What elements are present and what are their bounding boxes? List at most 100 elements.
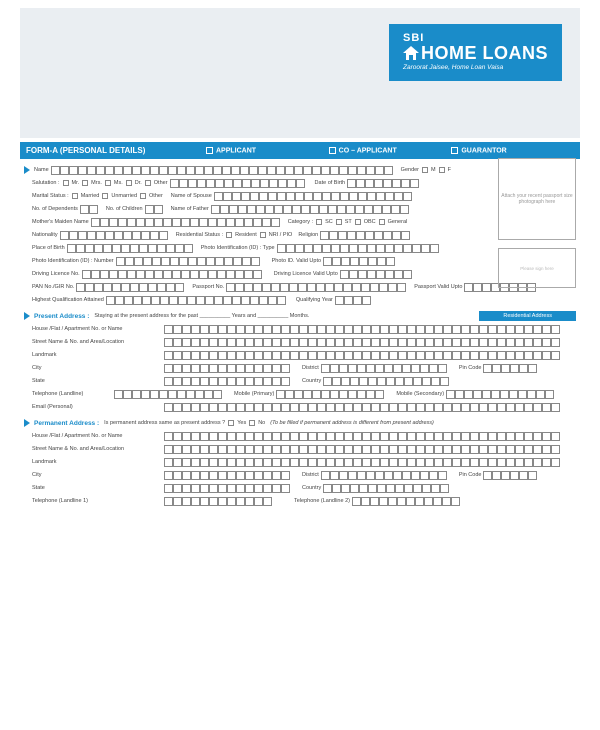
marital-unmarried[interactable] — [102, 193, 108, 199]
religion-label: Religion — [298, 232, 318, 238]
form-content: Name Gender M F Salutation : Mr. Mrs. Ms… — [20, 159, 580, 515]
spouse-label: Name of Spouse — [171, 193, 212, 199]
sal-other-input[interactable] — [170, 179, 305, 188]
photo-id-type-input[interactable] — [277, 244, 439, 253]
pm-city-input[interactable] — [164, 471, 290, 480]
pm-district-label: District — [302, 472, 319, 478]
children-input[interactable] — [145, 205, 163, 214]
qual-label: Highest Qualification Attained — [32, 297, 104, 303]
pan-input[interactable] — [76, 283, 184, 292]
sal-other[interactable] — [145, 180, 151, 186]
gender-label: Gender — [401, 167, 419, 173]
pa-pin-input[interactable] — [483, 364, 537, 373]
res-status-label: Residential Status : — [176, 232, 223, 238]
pa-email-input[interactable] — [164, 403, 560, 412]
pm-street-input[interactable] — [164, 445, 560, 454]
dl-no-label: Driving Licence No. — [32, 271, 80, 277]
pa-district-input[interactable] — [321, 364, 447, 373]
pm-tel1-label: Telephone (Landline 1) — [32, 498, 162, 504]
nationality-input[interactable] — [60, 231, 168, 240]
name-input[interactable] — [51, 166, 393, 175]
pm-landmark-input[interactable] — [164, 458, 560, 467]
pa-landmark-label: Landmark — [32, 352, 162, 358]
sal-mr[interactable] — [63, 180, 69, 186]
dependents-input[interactable] — [80, 205, 98, 214]
photo-id-valid-label: Photo ID. Valid Upto — [272, 258, 321, 264]
nationality-label: Nationality — [32, 232, 58, 238]
pa-tel-input[interactable] — [114, 390, 222, 399]
qual-input[interactable] — [106, 296, 286, 305]
pa-mob1-label: Mobile (Primary) — [234, 391, 274, 397]
arrow-icon — [24, 419, 30, 427]
dob-input[interactable] — [347, 179, 419, 188]
passport-input[interactable] — [226, 283, 406, 292]
pa-district-label: District — [302, 365, 319, 371]
qual-year-input[interactable] — [335, 296, 371, 305]
pa-city-input[interactable] — [164, 364, 290, 373]
maiden-input[interactable] — [91, 218, 280, 227]
guarantor-option[interactable]: GUARANTOR — [451, 147, 574, 154]
pa-landmark-input[interactable] — [164, 351, 560, 360]
passport-valid-label: Passport Valid Upto — [414, 284, 462, 290]
perm-yes[interactable] — [228, 420, 234, 426]
father-input[interactable] — [211, 205, 409, 214]
pa-street-input[interactable] — [164, 338, 560, 347]
pm-state-input[interactable] — [164, 484, 290, 493]
photo-id-num-label: Photo Identification (ID) : Number — [32, 258, 114, 264]
pa-state-input[interactable] — [164, 377, 290, 386]
marital-married[interactable] — [72, 193, 78, 199]
cat-obc[interactable] — [355, 219, 361, 225]
pm-landmark-label: Landmark — [32, 459, 162, 465]
cat-st[interactable] — [336, 219, 342, 225]
co-applicant-option[interactable]: CO – APPLICANT — [329, 147, 452, 154]
cat-gen[interactable] — [379, 219, 385, 225]
applicant-option[interactable]: APPLICANT — [206, 147, 329, 154]
pan-label: PAN No./GIR No. — [32, 284, 74, 290]
name-label: Name — [34, 167, 49, 173]
perm-no[interactable] — [249, 420, 255, 426]
dependents-label: No. of Dependents — [32, 206, 78, 212]
dl-no-input[interactable] — [82, 270, 262, 279]
gender-m-check[interactable] — [422, 167, 428, 173]
pa-state-label: State — [32, 378, 162, 384]
signature-placeholder[interactable]: Please sign here — [498, 248, 576, 288]
arrow-icon — [24, 166, 30, 174]
pm-house-input[interactable] — [164, 432, 560, 441]
gender-f-check[interactable] — [439, 167, 445, 173]
sal-mrs[interactable] — [82, 180, 88, 186]
pm-street-label: Street Name & No. and Area/Location — [32, 446, 162, 452]
pm-tel1-input[interactable] — [164, 497, 272, 506]
photo-id-valid-input[interactable] — [323, 257, 395, 266]
sal-dr[interactable] — [126, 180, 132, 186]
pm-country-label: Country — [302, 485, 321, 491]
pa-pin-label: Pin Code — [459, 365, 482, 371]
pa-mob2-input[interactable] — [446, 390, 554, 399]
form-title: FORM-A (PERSONAL DETAILS) — [26, 146, 206, 155]
pa-mob1-input[interactable] — [276, 390, 384, 399]
pob-input[interactable] — [67, 244, 193, 253]
cat-sc[interactable] — [316, 219, 322, 225]
sal-ms[interactable] — [105, 180, 111, 186]
maiden-label: Mother's Maiden Name — [32, 219, 89, 225]
marital-other[interactable] — [140, 193, 146, 199]
pm-pin-input[interactable] — [483, 471, 537, 480]
pm-country-input[interactable] — [323, 484, 449, 493]
pa-country-input[interactable] — [323, 377, 449, 386]
pa-house-input[interactable] — [164, 325, 560, 334]
children-label: No. of Children — [106, 206, 143, 212]
res-nri[interactable] — [260, 232, 266, 238]
spouse-input[interactable] — [214, 192, 412, 201]
dl-valid-input[interactable] — [340, 270, 412, 279]
religion-input[interactable] — [320, 231, 410, 240]
sbi-logo: SBI HOME LOANS Zaroorat Jaisee, Home Loa… — [389, 24, 562, 81]
father-label: Name of Father — [171, 206, 209, 212]
perm-addr-title: Permanent Address : — [34, 420, 99, 427]
pm-tel2-input[interactable] — [352, 497, 460, 506]
photo-placeholder[interactable]: Attach your recent passport size photogr… — [498, 158, 576, 240]
present-addr-title: Present Address : — [34, 313, 89, 320]
pa-tel-label: Telephone (Landline) — [32, 391, 112, 397]
photo-id-num-input[interactable] — [116, 257, 260, 266]
pm-district-input[interactable] — [321, 471, 447, 480]
res-resident[interactable] — [226, 232, 232, 238]
arrow-icon — [24, 312, 30, 320]
